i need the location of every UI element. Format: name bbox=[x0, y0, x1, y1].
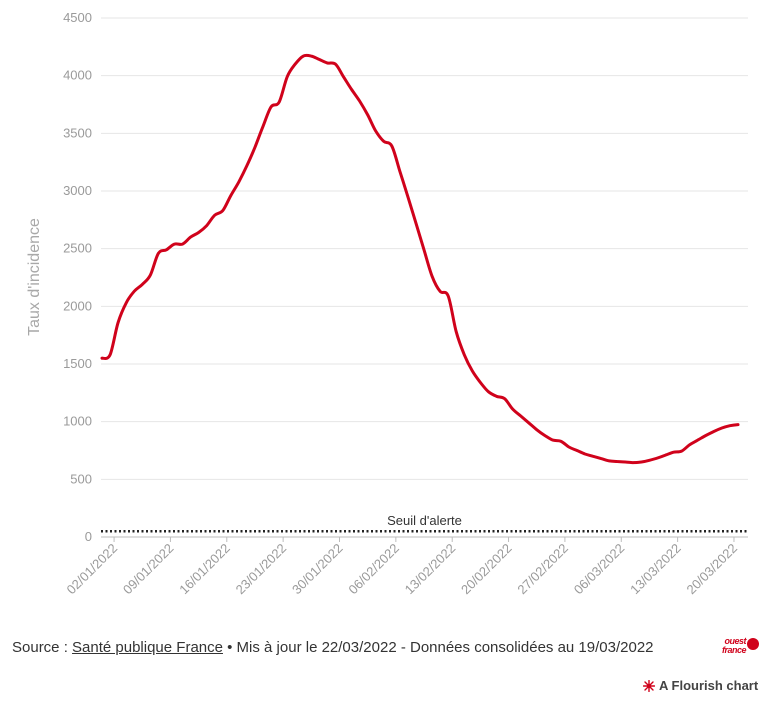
x-tick-label: 09/01/2022 bbox=[120, 541, 177, 598]
logo-mark-icon bbox=[747, 638, 759, 650]
incidence-line-chart: 0 500 1000 1500 2000 2500 3000 3500 4000 4500 02/… bbox=[26, 10, 748, 598]
flourish-credit[interactable]: A Flourish chart bbox=[643, 678, 758, 693]
y-tick-label: 3000 bbox=[63, 183, 92, 198]
logo-wordmark: ouest france bbox=[721, 636, 747, 655]
y-tick-label: 4500 bbox=[63, 10, 92, 25]
y-axis-label: Taux d'incidence bbox=[26, 218, 43, 336]
y-tick-label: 500 bbox=[70, 471, 92, 486]
source-suffix: • Mis à jour le 22/03/2022 - Données con… bbox=[222, 639, 654, 656]
reference-line: Seuil d'alerte bbox=[101, 513, 748, 533]
series-line[interactable] bbox=[100, 53, 740, 465]
x-tick-label: 13/03/2022 bbox=[627, 541, 684, 598]
x-tick-label: 06/03/2022 bbox=[571, 541, 628, 598]
source-footer: Source : Santé publique France • Mis à j… bbox=[12, 639, 654, 656]
y-tick-label: 2500 bbox=[63, 241, 92, 256]
source-link[interactable]: Santé publique France bbox=[72, 639, 223, 656]
y-tick-label: 1000 bbox=[63, 414, 92, 429]
y-tick-label: 3500 bbox=[63, 125, 92, 140]
x-tick-label: 23/01/2022 bbox=[233, 541, 290, 598]
x-tick-label: 16/01/2022 bbox=[176, 541, 233, 598]
y-tick-label: 1500 bbox=[63, 356, 92, 371]
y-tick-label: 4000 bbox=[63, 68, 92, 83]
flourish-credit-label: A Flourish chart bbox=[659, 678, 759, 693]
x-tick-label: 20/02/2022 bbox=[458, 541, 515, 598]
flourish-burst-icon bbox=[643, 679, 655, 692]
x-tick-label: 27/02/2022 bbox=[514, 541, 571, 598]
ouest-france-logo: ouest france bbox=[712, 637, 760, 657]
alert-threshold-label: Seuil d'alerte bbox=[387, 513, 462, 528]
x-tick-label: 13/02/2022 bbox=[402, 541, 459, 598]
source-prefix: Source : bbox=[12, 639, 73, 656]
y-tick-label: 0 bbox=[85, 529, 92, 544]
y-tick-label: 2000 bbox=[63, 298, 92, 313]
x-tick-label: 06/02/2022 bbox=[345, 541, 402, 598]
y-axis-ticks: 0 500 1000 1500 2000 2500 3000 3500 4000 4500 bbox=[63, 10, 92, 544]
x-axis-ticks: 02/01/2022 09/01/2022 16/01/2022 23/01/2022… bbox=[64, 537, 740, 598]
x-tick-label: 02/01/2022 bbox=[64, 541, 121, 598]
x-tick-label: 20/03/2022 bbox=[683, 541, 740, 598]
x-tick-label: 30/01/2022 bbox=[289, 541, 346, 598]
